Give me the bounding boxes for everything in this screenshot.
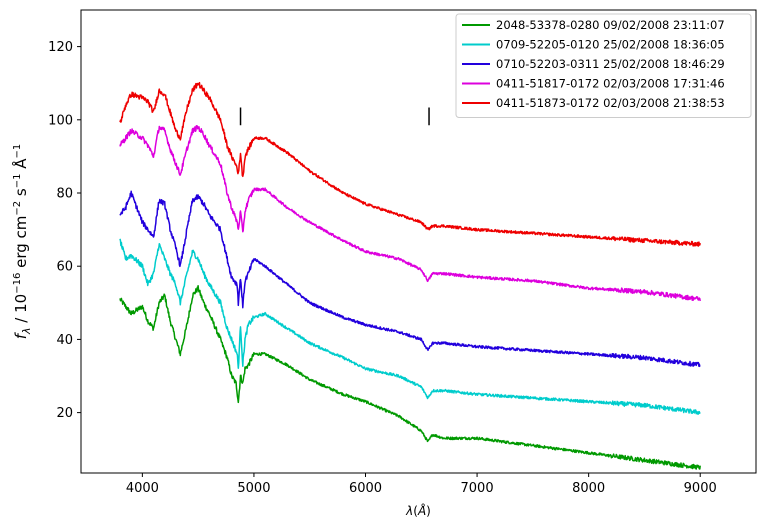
series-line-3 bbox=[119, 190, 701, 368]
line-marker-1: | bbox=[238, 105, 244, 126]
x-tick-label: 8000 bbox=[572, 481, 605, 496]
y-axis-label: fλ / 10−16 erg cm−2 s−1 Å−1 bbox=[11, 144, 33, 340]
x-tick-label: 9000 bbox=[684, 481, 717, 496]
y-axis-ticks: 20 40 60 80 100 120 bbox=[48, 40, 81, 421]
axes-frame bbox=[80, 9, 757, 474]
x-axis-ticks: 4000 5000 6000 7000 8000 9000 bbox=[126, 473, 717, 496]
legend-entry-3: 0710-52203-0311 25/02/2008 18:46:29 bbox=[496, 57, 725, 71]
line-marker-2: | bbox=[426, 105, 432, 126]
x-tick-label: 7000 bbox=[461, 481, 494, 496]
legend-entry-4: 0411-51817-0172 02/03/2008 17:31:46 bbox=[496, 77, 725, 91]
series-line-4 bbox=[119, 125, 701, 302]
legend: 2048-53378-0280 09/02/2008 23:11:07 0709-… bbox=[455, 13, 752, 118]
y-tick-label: 40 bbox=[56, 333, 73, 348]
x-tick-label: 6000 bbox=[349, 481, 382, 496]
series-line-5 bbox=[119, 81, 701, 247]
y-tick-label: 60 bbox=[56, 260, 73, 275]
marker-layer: | | bbox=[238, 105, 433, 126]
x-tick-label: 4000 bbox=[126, 481, 159, 496]
legend-entry-1: 2048-53378-0280 09/02/2008 23:11:07 bbox=[496, 18, 725, 32]
x-axis-label: λ(Å) bbox=[405, 503, 431, 518]
legend-entry-2: 0709-52205-0120 25/02/2008 18:36:05 bbox=[496, 38, 725, 52]
y-tick-label: 80 bbox=[56, 187, 73, 202]
y-tick-label: 100 bbox=[48, 113, 73, 128]
plot-area: | | bbox=[80, 9, 757, 474]
legend-box bbox=[455, 13, 752, 118]
series-line-2 bbox=[119, 238, 701, 415]
x-tick-label: 5000 bbox=[237, 481, 270, 496]
legend-entry-5: 0411-51873-0172 02/03/2008 21:38:53 bbox=[496, 96, 725, 110]
y-tick-label: 20 bbox=[56, 406, 73, 421]
series-line-1 bbox=[119, 284, 701, 470]
y-tick-label: 120 bbox=[48, 40, 73, 55]
series-layer bbox=[119, 81, 701, 470]
